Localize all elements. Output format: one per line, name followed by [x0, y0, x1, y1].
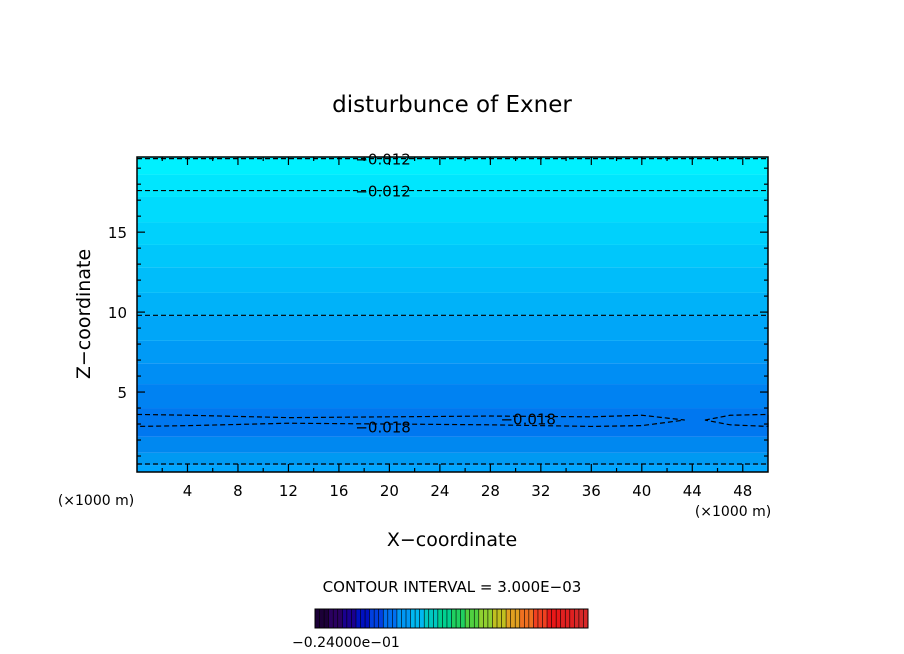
- y-axis-label: Z−coordinate: [73, 249, 95, 379]
- heatmap-bands: [137, 157, 768, 472]
- x-tick-label: 44: [683, 482, 702, 500]
- heatmap-band: [137, 157, 768, 175]
- heatmap-band: [137, 174, 768, 197]
- colorbar-swatch: [424, 609, 438, 628]
- colorbar-swatch: [547, 609, 561, 628]
- contour-label: −0.012: [355, 151, 411, 169]
- heatmap-band: [137, 244, 768, 268]
- y-tick-label: 10: [108, 304, 127, 322]
- colorbar-swatch: [369, 609, 384, 628]
- colorbar-swatch: [315, 609, 329, 628]
- x-tick-label: 20: [380, 482, 399, 500]
- colorbar-swatch: [478, 609, 493, 628]
- x-axis-ticks: 4 8 12 16 20 24 28 32 36 40 44 48: [161, 157, 752, 500]
- colorbar-swatch: [410, 609, 425, 628]
- contour-labels: −0.012 −0.012 −0.018 −0.018: [355, 151, 556, 437]
- colorbar-swatch: [519, 609, 534, 628]
- colorbar-labels: −0.24000e−01: [292, 635, 400, 651]
- chart-title: disturbunce of Exner: [332, 92, 572, 118]
- heatmap-band: [137, 267, 768, 293]
- contour-label: −0.012: [355, 183, 411, 201]
- colorbar-swatch: [574, 609, 588, 628]
- x-tick-label: 8: [233, 482, 243, 500]
- heatmap-band: [137, 222, 768, 245]
- x-tick-label: 40: [632, 482, 651, 500]
- y-tick-label: 15: [108, 224, 127, 242]
- heatmap-band: [137, 436, 768, 453]
- colorbar-swatch: [492, 609, 507, 628]
- heatmap-band: [137, 363, 768, 385]
- y-axis-ticks: 5 10 15: [108, 167, 768, 457]
- colorbar-swatch: [396, 609, 411, 628]
- contour-line: [136, 413, 685, 428]
- x-tick-label: 36: [582, 482, 601, 500]
- x-tick-label: 4: [183, 482, 193, 500]
- heatmap-band: [137, 292, 768, 316]
- heatmap-band: [137, 452, 768, 466]
- heatmap-band: [137, 465, 768, 472]
- y-tick-label: 5: [117, 384, 127, 402]
- x-axis-label: X−coordinate: [387, 529, 517, 551]
- contour-interval: CONTOUR INTERVAL = 3.000E−03: [323, 578, 582, 596]
- x-tick-label: 32: [531, 482, 550, 500]
- plot-frame: [136, 156, 769, 473]
- contour-label: −0.018: [500, 410, 556, 428]
- heatmap-band: [137, 408, 768, 437]
- x-tick-label: 24: [430, 482, 449, 500]
- x-tick-label: 28: [481, 482, 500, 500]
- heatmap-band: [137, 196, 768, 223]
- colorbar-swatch: [533, 609, 548, 628]
- x-tick-label: 16: [329, 482, 348, 500]
- heatmap-band: [137, 384, 768, 409]
- colorbar-swatch: [355, 609, 370, 628]
- x-unit-right: (×1000 m): [695, 504, 771, 520]
- colorbar-swatch: [560, 609, 575, 628]
- heatmap-band: [137, 315, 768, 341]
- x-unit-left: (×1000 m): [58, 493, 134, 509]
- colorbar-frame: [314, 608, 589, 629]
- colorbar-swatch: [451, 609, 466, 628]
- colorbar-swatch: [328, 609, 343, 628]
- heatmap-band: [137, 340, 768, 364]
- colorbar-swatch: [383, 609, 397, 628]
- colorbar-swatch: [506, 609, 520, 628]
- contour-lines: [136, 157, 769, 465]
- colorbar-swatch: [437, 609, 452, 628]
- contour-label: −0.018: [355, 418, 411, 436]
- colorbar-swatch: [342, 609, 356, 628]
- x-tick-label: 48: [733, 482, 752, 500]
- colorbar: [314, 608, 589, 629]
- x-tick-label: 12: [279, 482, 298, 500]
- colorbar-swatch: [465, 609, 479, 628]
